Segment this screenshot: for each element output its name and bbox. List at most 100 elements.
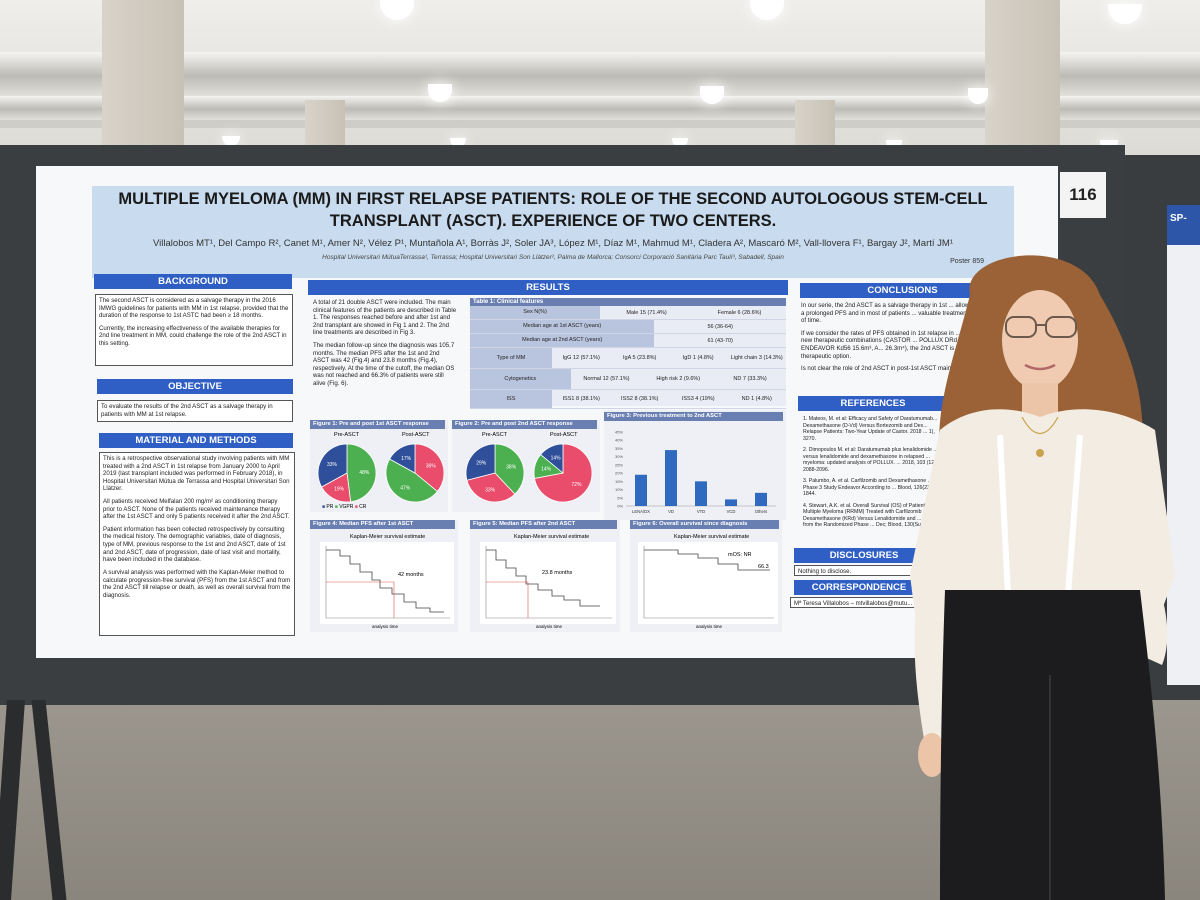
table-row-label: Median age at 1st ASCT (years) xyxy=(470,320,655,333)
y-tick-label: 15% xyxy=(615,479,623,484)
methods-paragraph: Patient information has been collected r… xyxy=(103,525,286,564)
disclosures-header: DISCLOSURES xyxy=(794,548,934,563)
table-cell: IgD 1 (4.8%) xyxy=(682,355,714,361)
bar-lenadx xyxy=(635,474,647,506)
pie-slice-label: 17% xyxy=(401,456,412,462)
reference-item: 2. Dimopoulos M. et al: Daratumumab plus… xyxy=(803,447,938,473)
table-title: Table 1: Clinical features xyxy=(470,298,786,306)
ceiling-light xyxy=(700,86,724,104)
reference-item: 4. Stewart, A.K. et al. Overall Survival… xyxy=(803,502,947,529)
figure-2-box: Figure 2: Pre and post 2nd ASCT response… xyxy=(452,420,600,512)
figure-6-box: Figure 6: Overall survival since diagnos… xyxy=(630,520,782,632)
pillar-left xyxy=(102,0,184,150)
table-row-label: Type of MM xyxy=(470,348,552,368)
figure-5-title: Figure 5: Median PFS after 2nd ASCT xyxy=(470,520,617,529)
conclusions-paragraph: Is not clear the role of 2nd ASCT in pos… xyxy=(801,365,986,373)
pie-slice-cr xyxy=(540,443,564,474)
figure-6-xlabel: analysis time xyxy=(696,624,723,629)
conclusions-text: In our serie, the 2nd ASCT as a salvage … xyxy=(798,300,1008,390)
bar-others xyxy=(755,492,767,506)
table-row: Median age at 2nd ASCT (years) 61 (43-70… xyxy=(470,334,786,348)
methods-paragraph: This is a retrospective observational st… xyxy=(103,455,290,493)
figure-1-box: Figure 1: Pre and post 1st ASCT response… xyxy=(310,420,448,512)
results-header: RESULTS xyxy=(308,280,788,295)
figure-5-annotation: 23.8 months xyxy=(542,570,573,576)
methods-header: MATERIAL AND METHODS xyxy=(99,433,293,448)
figure-1-pre-label: Pre-ASCT xyxy=(334,432,360,438)
table-row: ISS ISS1 8 (38.1%) ISS2 8 (38.1%) ISS3 4… xyxy=(470,390,786,409)
pie-slice-label: 72% xyxy=(571,482,582,488)
figure-1-post-label: Post-ASCT xyxy=(402,432,430,438)
glasses-icon xyxy=(1005,316,1037,338)
table-cell: ISS3 4 (19%) xyxy=(681,396,715,402)
table-clinical-features: Table 1: Clinical features Sex N(%) Male… xyxy=(470,298,786,409)
table-row: Cytogenetics Normal 12 (57.1%) High risk… xyxy=(470,369,786,390)
x-tick-label: VTD xyxy=(697,509,705,514)
table-cell: Light chain 3 (14.3%) xyxy=(730,355,783,361)
table-cell: High risk 2 (9.6%) xyxy=(656,376,701,382)
references-text: 1. Mateos, M. et al: Efficacy and Safety… xyxy=(800,414,950,544)
figure-4-title: Figure 4: Median PFS after 1st ASCT xyxy=(310,520,455,529)
results-text: A total of 21 double ASCT were included.… xyxy=(310,297,460,407)
pie-slice-vgpr xyxy=(466,472,516,503)
figure-1-legend: ■ PR ■ VGPR ■ CR xyxy=(322,504,367,510)
table-row: Median age at 1st ASCT (years) 56 (36-64… xyxy=(470,320,786,334)
figure-2-pre-label: Pre-ASCT xyxy=(482,432,508,438)
booth-number: 116 xyxy=(1060,172,1106,218)
poster-affiliations: Hospital Universitari MútuaTerrassa¹, Te… xyxy=(322,254,784,261)
table-cell: Normal 12 (57.1%) xyxy=(583,376,630,382)
ceiling-light xyxy=(428,84,452,102)
pie-slice-cr xyxy=(465,443,496,481)
figure-6-km-title: Kaplan-Meier survival estimate xyxy=(674,534,750,540)
ceiling-light xyxy=(222,136,240,146)
x-tick-label: Others xyxy=(755,509,768,514)
table-cell: 61 (43-70) xyxy=(707,337,733,344)
pie-slice-label: 33% xyxy=(327,462,338,468)
figure-4-km-plot xyxy=(320,542,454,624)
figure-6-km-plot xyxy=(638,542,778,624)
y-tick-label: 30% xyxy=(615,454,623,459)
y-tick-label: 5% xyxy=(617,495,623,500)
table-cell: ISS2 8 (38.1%) xyxy=(621,396,659,402)
y-tick-label: 35% xyxy=(615,446,623,451)
figure-2-pre-pie: 38% 33% 29% xyxy=(465,443,525,503)
poster-title-banner: MULTIPLE MYELOMA (MM) IN FIRST RELAPSE P… xyxy=(92,186,1014,278)
pillar-mid xyxy=(305,100,345,150)
table-row-label: Cytogenetics xyxy=(470,369,571,389)
face xyxy=(1002,290,1078,390)
table-cell: Female 6 (28.6%) xyxy=(717,309,762,316)
presenter-person xyxy=(910,255,1175,900)
objective-paragraph: To evaluate the results of the 2nd ASCT … xyxy=(101,403,273,418)
legend-cr: CR xyxy=(359,504,367,510)
y-tick-label: 40% xyxy=(615,438,623,443)
pie-slice-pr xyxy=(346,443,377,503)
reference-item: 3. Palumbo, A. et al. Carfilzomib and De… xyxy=(803,478,934,497)
figure-5-xlabel: analysis time xyxy=(536,624,563,629)
ceiling-light xyxy=(672,138,688,147)
methods-paragraph: A survival analysis was performed with t… xyxy=(103,568,291,599)
poster-number: Poster 859 xyxy=(950,258,984,265)
x-tick-label: LENA/DX xyxy=(632,509,650,514)
trousers xyxy=(940,590,1165,900)
x-tick-label: VCD xyxy=(727,509,736,514)
ceiling-light xyxy=(886,140,902,149)
neighbor-poster: SP- xyxy=(1167,205,1200,685)
objective-header: OBJECTIVE xyxy=(97,379,293,394)
figure-2-post-pie: 72% 14% 14% xyxy=(533,443,593,503)
references-header: REFERENCES xyxy=(798,396,948,411)
blouse xyxy=(910,409,1175,615)
figure-5-km-title: Kaplan-Meier survival estimate xyxy=(514,534,590,540)
results-paragraph: A total of 21 double ASCT were included.… xyxy=(313,299,457,337)
table-row-label: ISS xyxy=(470,390,552,408)
pie-slice-label: 36% xyxy=(426,464,437,470)
pendant-icon xyxy=(1036,449,1044,457)
methods-paragraph: All patients received Melfalan 200 mg/m²… xyxy=(103,498,290,521)
figure-4-box: Figure 4: Median PFS after 1st ASCT Kapl… xyxy=(310,520,458,632)
pie-slice-pr xyxy=(494,443,525,495)
table-row: Type of MM IgG 12 (57.1%) IgA 5 (23.8%) … xyxy=(470,348,786,369)
table-row-label: Median age at 2nd ASCT (years) xyxy=(470,334,655,347)
pie-slice-label: 14% xyxy=(551,455,562,461)
pie-slice-cr xyxy=(389,443,416,474)
figure-5-box: Figure 5: Median PFS after 2nd ASCT Kapl… xyxy=(470,520,620,632)
pie-slice-label: 48% xyxy=(359,470,370,476)
